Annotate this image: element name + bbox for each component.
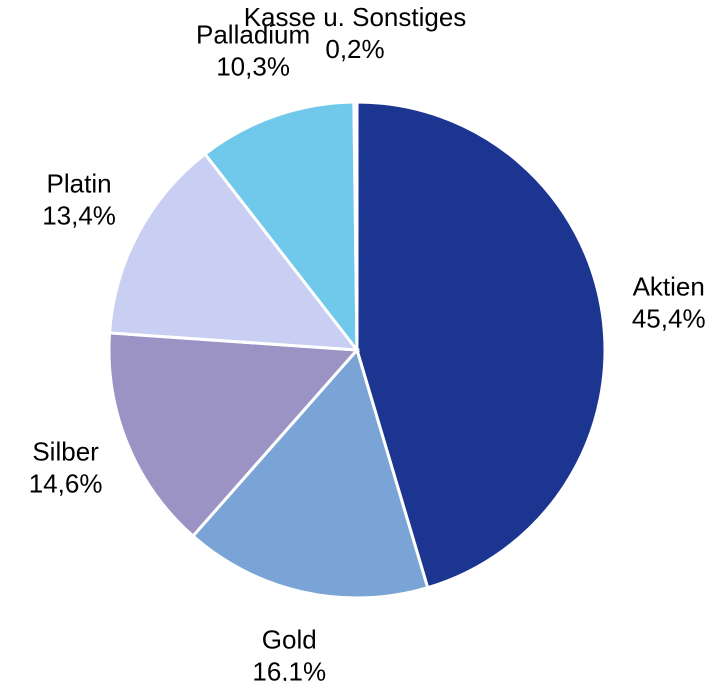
slice-value-label: 14,6%	[29, 469, 103, 499]
slice-label: Platin	[47, 169, 112, 199]
slice-label: Aktien	[633, 272, 705, 302]
slice-value-label: 45,4%	[632, 304, 706, 334]
pie-slice	[190, 346, 430, 600]
slice-value-label: 0,2%	[325, 34, 384, 64]
pie-slice	[107, 151, 361, 352]
slice-value-label: 13,4%	[42, 201, 116, 231]
pie-slice	[202, 100, 359, 355]
slice-label: Gold	[262, 625, 317, 655]
slice-value-label: 16,1%	[252, 657, 326, 681]
pie-slice	[107, 331, 361, 539]
pie-slice	[352, 100, 359, 351]
slice-label: Palladium	[196, 20, 310, 50]
slice-label: Kasse u. Sonstiges	[244, 2, 467, 32]
pie-slice	[355, 100, 607, 590]
slice-label: Silber	[32, 437, 99, 467]
slice-value-label: 10,3%	[216, 52, 290, 82]
